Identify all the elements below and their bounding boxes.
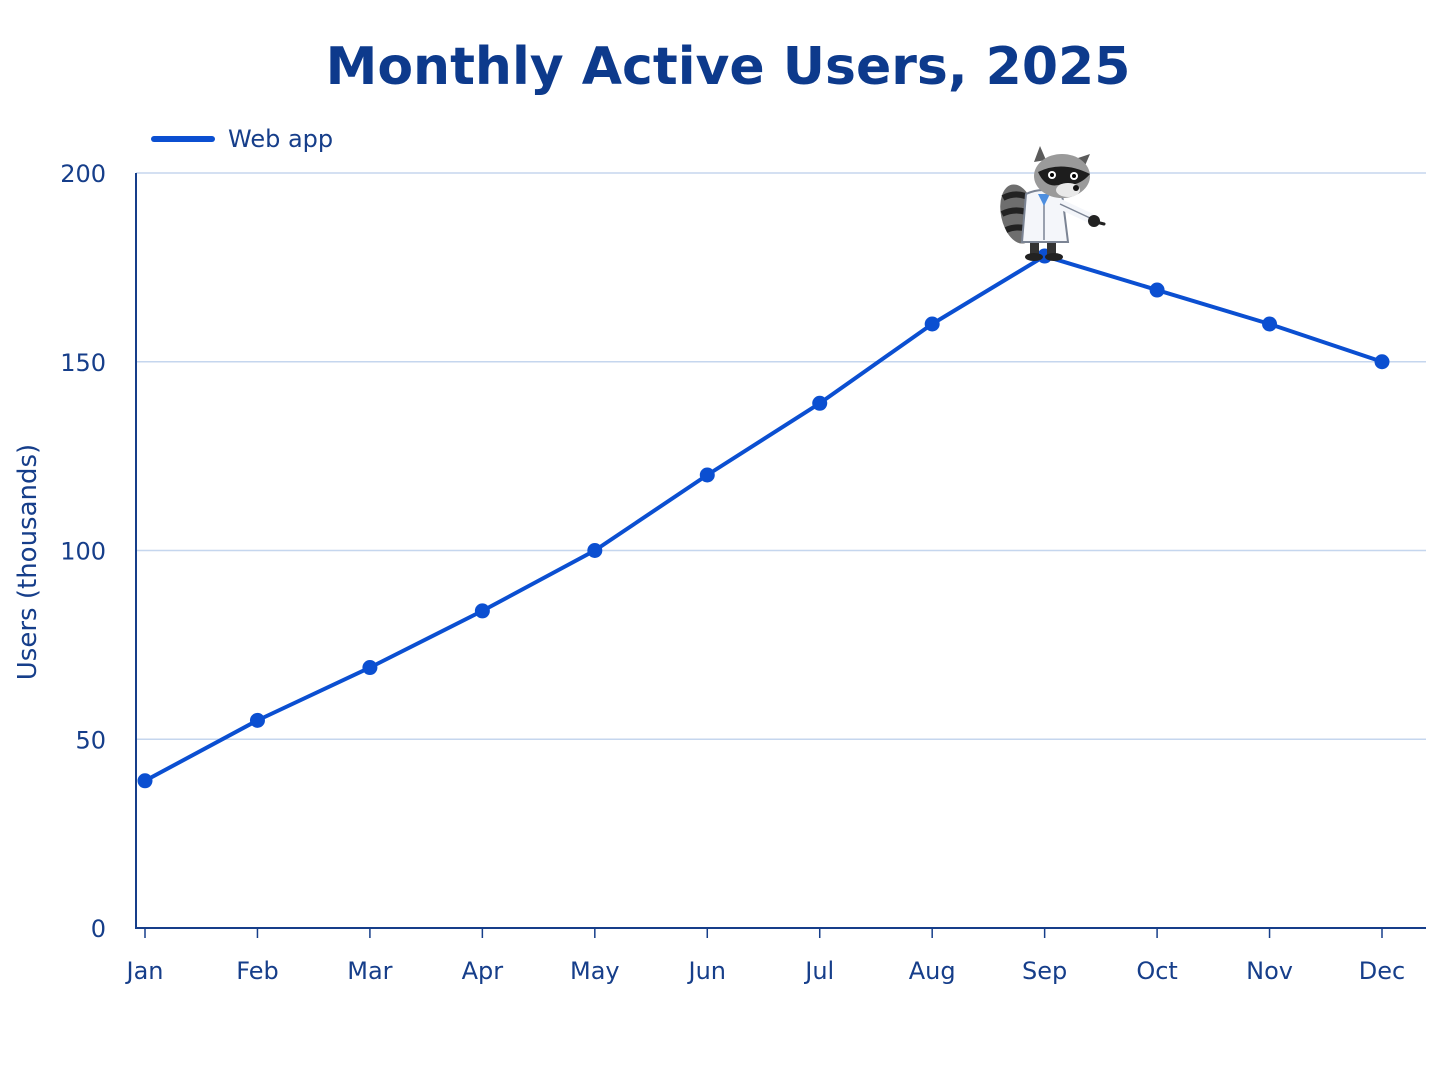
y-tick-label: 100	[60, 538, 106, 566]
y-tick-label: 200	[60, 160, 106, 188]
data-point-jul	[812, 395, 828, 411]
y-ticks: 0 50 100 150 200	[60, 160, 106, 943]
chart-title: Monthly Active Users, 2025	[326, 37, 1131, 97]
data-point-jan	[137, 773, 153, 789]
x-tick-label: Oct	[1136, 957, 1178, 985]
x-tick-label: Dec	[1359, 957, 1405, 985]
y-axis-label: Users (thousands)	[13, 444, 43, 680]
data-point-mar	[362, 660, 378, 676]
x-ticks: Jan Feb Mar Apr May Jun Jul Aug Sep Oct Nov Dec	[125, 928, 1405, 985]
x-tick-label: May	[570, 957, 620, 985]
x-tick-label: Jun	[687, 957, 727, 985]
data-point-aug	[924, 316, 940, 332]
y-tick-label: 0	[91, 915, 106, 943]
data-point-apr	[474, 603, 490, 619]
x-tick-label: Feb	[236, 957, 279, 985]
y-tick-label: 50	[75, 726, 106, 754]
x-tick-label: Jan	[125, 957, 164, 985]
x-tick-label: Apr	[462, 957, 504, 985]
data-point-jun	[699, 467, 715, 483]
x-tick-label: Nov	[1246, 957, 1293, 985]
x-tick-label: Jul	[803, 957, 834, 985]
x-tick-label: Sep	[1022, 957, 1067, 985]
series-web-app	[137, 248, 1390, 789]
data-point-feb	[249, 712, 265, 728]
data-point-dec	[1374, 354, 1390, 370]
x-tick-label: Mar	[347, 957, 392, 985]
x-tick-label: Aug	[909, 957, 956, 985]
data-point-may	[587, 543, 603, 558]
raccoon-mascot-icon	[1000, 146, 1106, 261]
data-point-nov	[1262, 316, 1278, 332]
data-point-oct	[1149, 282, 1165, 298]
series-line	[144, 254, 1383, 783]
legend: Web app	[151, 125, 333, 153]
legend-label-web-app: Web app	[228, 125, 333, 153]
axes	[135, 173, 1426, 929]
y-tick-label: 150	[60, 349, 106, 377]
gridlines	[136, 172, 1426, 740]
